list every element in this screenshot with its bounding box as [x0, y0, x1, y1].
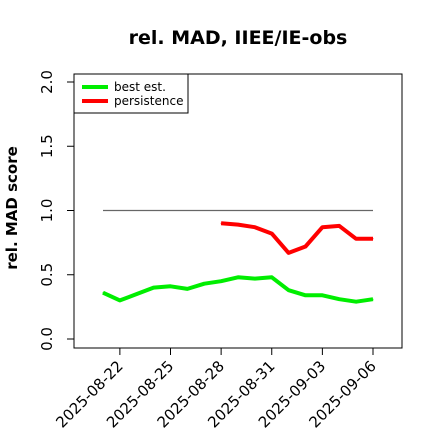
legend-label-best-est: best est. — [114, 80, 166, 94]
legend: best est. persistence — [73, 73, 189, 114]
y-tick-label: 1.5 — [38, 134, 56, 158]
data-point-best-est — [237, 276, 239, 278]
y-tick-label: 2.0 — [38, 70, 56, 94]
data-point-best-est — [119, 299, 121, 301]
data-point-best-est — [254, 278, 256, 280]
data-point-persistence — [271, 233, 273, 235]
data-point-best-est — [271, 276, 273, 278]
series-line-best-est — [102, 275, 374, 304]
data-point-best-est — [220, 280, 222, 282]
data-point-persistence — [338, 225, 340, 227]
data-point-best-est — [321, 294, 323, 296]
data-point-persistence — [237, 224, 239, 226]
data-point-best-est — [305, 294, 306, 296]
data-point-best-est — [203, 283, 205, 285]
data-point-persistence — [321, 226, 323, 228]
data-point-persistence — [305, 246, 306, 247]
data-point-persistence — [288, 252, 290, 254]
y-tick-label: 0.0 — [38, 327, 56, 351]
y-axis-label: rel. MAD score — [3, 146, 21, 270]
data-point-best-est — [102, 292, 104, 294]
data-point-best-est — [372, 298, 374, 300]
data-point-persistence — [355, 238, 357, 240]
data-point-best-est — [338, 298, 340, 300]
y-axis: 0.0 0.5 1.0 1.5 2.0 — [38, 70, 74, 351]
data-point-best-est — [136, 293, 138, 295]
data-point-persistence — [372, 238, 374, 240]
series-line-persistence — [220, 221, 373, 255]
chart-title: rel. MAD, IIEE/IE-obs — [129, 27, 348, 49]
data-point-persistence — [254, 226, 256, 228]
y-tick-label: 0.5 — [38, 263, 56, 287]
data-point-best-est — [355, 301, 357, 303]
y-tick-label: 1.0 — [38, 199, 56, 223]
data-point-best-est — [170, 285, 171, 287]
data-point-best-est — [153, 287, 155, 289]
x-axis: 2025-08-222025-08-252025-08-282025-08-31… — [52, 348, 380, 431]
legend-box — [73, 73, 189, 114]
legend-label-persistence: persistence — [114, 94, 183, 108]
series-group — [102, 221, 374, 304]
data-point-persistence — [220, 222, 222, 224]
data-point-best-est — [186, 288, 188, 290]
data-point-best-est — [288, 289, 290, 291]
